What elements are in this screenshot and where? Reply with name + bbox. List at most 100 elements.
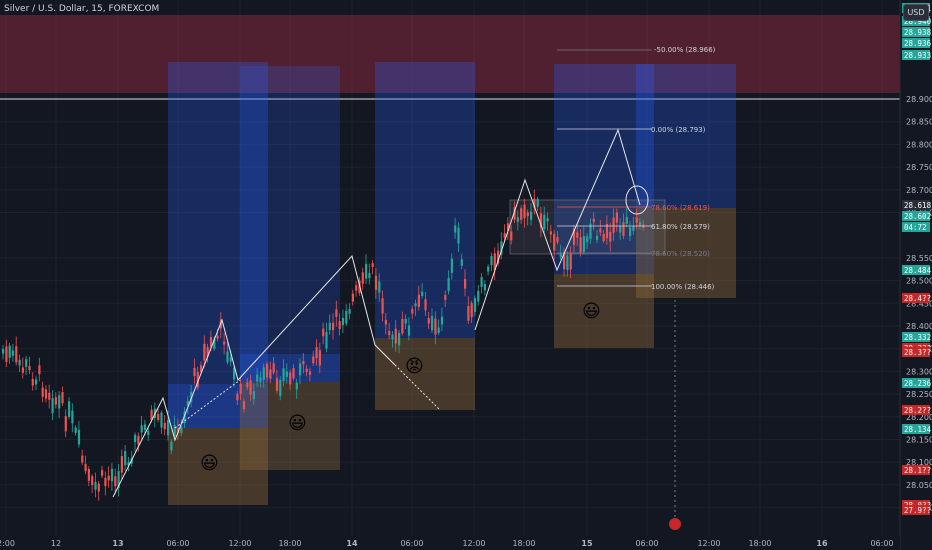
candle-body <box>68 401 71 417</box>
time-tick-label: 06:00 <box>400 539 423 548</box>
candle-body <box>539 213 543 228</box>
candle-body <box>77 429 81 445</box>
candle-body <box>114 476 117 487</box>
candle-body <box>262 367 265 380</box>
candle-body <box>493 253 496 271</box>
candle-body <box>473 298 477 312</box>
candle-body <box>602 233 605 242</box>
candle-body <box>223 341 226 345</box>
fib-level-label: 0.00% (28.793) <box>651 126 706 134</box>
long-stop-box <box>636 208 736 298</box>
resistance-zone <box>0 15 900 93</box>
price-tick-label: 28.450 <box>906 299 932 308</box>
candle-body <box>457 227 460 244</box>
candle-body <box>559 253 562 258</box>
candle-body <box>556 237 559 243</box>
candle-body <box>292 368 295 379</box>
candle-body <box>176 428 180 434</box>
candle-body <box>322 328 325 337</box>
candle-body <box>275 377 279 391</box>
candle-body <box>236 393 239 401</box>
long-target-box <box>375 62 475 338</box>
candle-body <box>582 236 585 252</box>
candle-body <box>543 214 546 229</box>
candle-body <box>38 365 41 375</box>
candle-body <box>414 303 417 307</box>
candle-body <box>609 231 612 242</box>
candle-body <box>427 318 430 324</box>
candle-body <box>157 413 160 421</box>
candle-body <box>18 359 21 366</box>
candle-body <box>239 383 242 394</box>
candle-body <box>64 416 67 432</box>
candle-body <box>163 422 166 430</box>
candle-body <box>5 346 8 362</box>
price-tag-label: 28.3?? <box>904 348 931 357</box>
candle-body <box>25 359 28 367</box>
candle-body <box>124 451 127 466</box>
candle-body <box>632 226 635 231</box>
candle-body <box>252 391 255 400</box>
price-tag <box>902 347 930 357</box>
time-tick-label: 14 <box>346 539 358 548</box>
candle-body <box>28 365 31 371</box>
candle-body <box>454 225 457 233</box>
candle-body <box>622 222 625 236</box>
candle-body <box>619 226 622 233</box>
candle-body <box>81 455 84 463</box>
price-tag-label: 28.938 <box>904 28 932 37</box>
candle-body <box>87 469 90 481</box>
price-tick-label: 28.500 <box>906 277 932 286</box>
candle-body <box>35 379 38 385</box>
candle-body <box>226 351 229 363</box>
candle-body <box>391 334 394 340</box>
candle-body <box>374 275 378 290</box>
event-flag-icon[interactable] <box>669 518 681 530</box>
time-tick-label: 15 <box>581 539 593 548</box>
candle-body <box>450 258 453 273</box>
price-tag-label: 04:72 <box>904 223 927 232</box>
candle-body <box>351 293 354 302</box>
candle-body <box>536 198 539 207</box>
candle-body <box>282 368 285 382</box>
time-tick-label: 13 <box>112 539 123 548</box>
candle-body <box>71 410 74 424</box>
candle-body <box>259 377 262 382</box>
emoji-markers: 😃 😃 😡 😃 <box>200 301 601 474</box>
currency-button[interactable]: USD <box>903 4 929 21</box>
candle-body <box>11 350 15 356</box>
candle-body <box>566 255 569 271</box>
candle-body <box>477 290 480 302</box>
candle-body <box>15 346 18 363</box>
candle-body <box>2 348 5 354</box>
candle-body <box>335 309 338 317</box>
candle-body <box>325 331 328 349</box>
candle-body <box>523 204 526 219</box>
price-tag-label: 28.2?? <box>904 406 931 415</box>
candle-body <box>572 228 576 245</box>
price-tick-label: 28.700 <box>906 186 932 195</box>
time-tick-label: 12:00 <box>462 539 485 548</box>
fib-level-label: 78.60% (28.520) <box>651 250 710 258</box>
candle-body <box>516 217 519 222</box>
candle-body <box>513 207 516 220</box>
time-axis[interactable]: 2:00 12 13 06:00 12:00 18:00 14 06:00 12:00 18:00… <box>0 536 900 550</box>
candle-body <box>110 468 114 482</box>
candle-body <box>546 218 549 222</box>
long-stop-box <box>240 382 340 470</box>
time-tick-label: 16 <box>816 539 828 548</box>
candle-body <box>388 331 391 336</box>
candle-body <box>91 476 94 486</box>
price-axis[interactable]: 28.90028.85028.80028.75028.70028.65028.5… <box>899 0 932 550</box>
circle-marker <box>625 185 649 215</box>
candle-body <box>173 425 176 437</box>
candle-body <box>134 434 137 443</box>
candle-body <box>233 368 236 380</box>
candle-body <box>487 266 490 272</box>
candle-body <box>371 263 374 268</box>
candle-body <box>576 232 579 238</box>
candle-body <box>196 372 199 388</box>
price-tag-label: 28.134 <box>904 425 932 434</box>
candle-body <box>140 425 143 433</box>
